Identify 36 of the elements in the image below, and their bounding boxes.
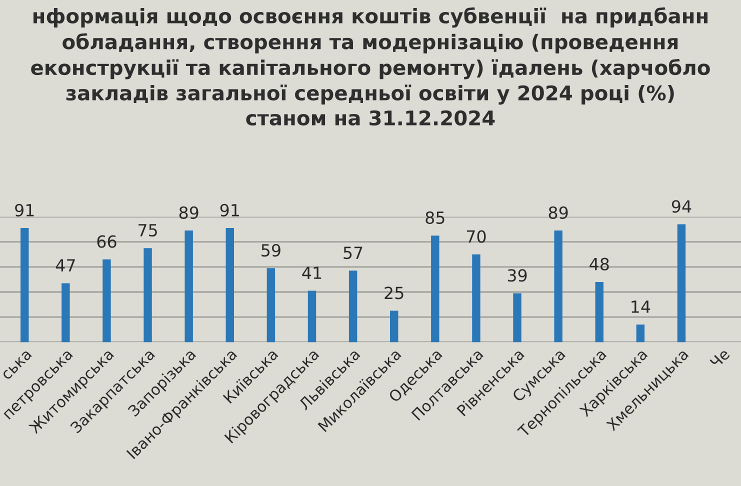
data-label: 70 <box>466 230 486 243</box>
bar <box>472 254 480 342</box>
bar <box>308 290 316 342</box>
bar <box>102 259 111 342</box>
data-label: 89 <box>548 206 568 219</box>
x-tick-label: Че <box>710 348 730 368</box>
bar <box>554 230 562 342</box>
bar <box>266 268 276 342</box>
data-label: 89 <box>179 206 198 219</box>
bar <box>62 283 70 342</box>
bar <box>513 293 522 342</box>
data-label: 48 <box>590 258 609 270</box>
bar <box>144 248 152 342</box>
data-label: 91 <box>220 204 239 216</box>
bar <box>595 282 604 342</box>
data-label: 85 <box>426 211 444 224</box>
data-label: 14 <box>632 300 650 313</box>
data-label: 66 <box>97 235 116 248</box>
data-label: 59 <box>262 244 280 257</box>
data-label: 47 <box>56 259 75 272</box>
data-label: 39 <box>508 269 527 282</box>
bar <box>20 228 29 342</box>
bar <box>390 310 398 342</box>
bar <box>184 230 193 342</box>
bar <box>677 224 686 342</box>
data-label: 25 <box>384 286 404 300</box>
bar <box>636 324 645 342</box>
bar <box>431 236 440 342</box>
chart-title: нформація щодо освоєння коштів субвенції на придбанн обладання, створення та модернізацію (проведення еконструкції та капітального ремонту) їдалень (харчобло закладів загальної середньої освіти у 2024 році (%) станом на 31.12.2024 <box>31 7 710 126</box>
bar <box>226 228 234 342</box>
data-label: 41 <box>302 266 322 279</box>
bar <box>348 270 358 342</box>
data-label: 91 <box>15 204 34 216</box>
data-label: 94 <box>672 200 692 213</box>
data-label: 75 <box>138 224 157 237</box>
data-label: 57 <box>344 246 362 260</box>
